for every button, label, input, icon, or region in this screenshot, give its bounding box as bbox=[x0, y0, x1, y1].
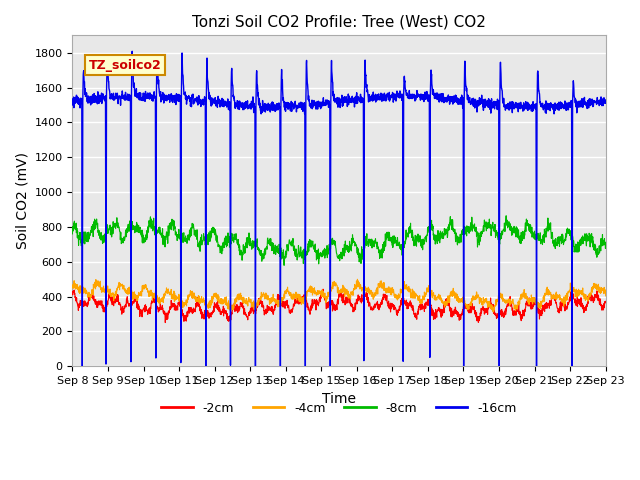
Legend: -2cm, -4cm, -8cm, -16cm: -2cm, -4cm, -8cm, -16cm bbox=[156, 396, 522, 420]
Y-axis label: Soil CO2 (mV): Soil CO2 (mV) bbox=[15, 152, 29, 249]
Text: TZ_soilco2: TZ_soilco2 bbox=[88, 59, 161, 72]
Title: Tonzi Soil CO2 Profile: Tree (West) CO2: Tonzi Soil CO2 Profile: Tree (West) CO2 bbox=[192, 15, 486, 30]
X-axis label: Time: Time bbox=[322, 392, 356, 406]
